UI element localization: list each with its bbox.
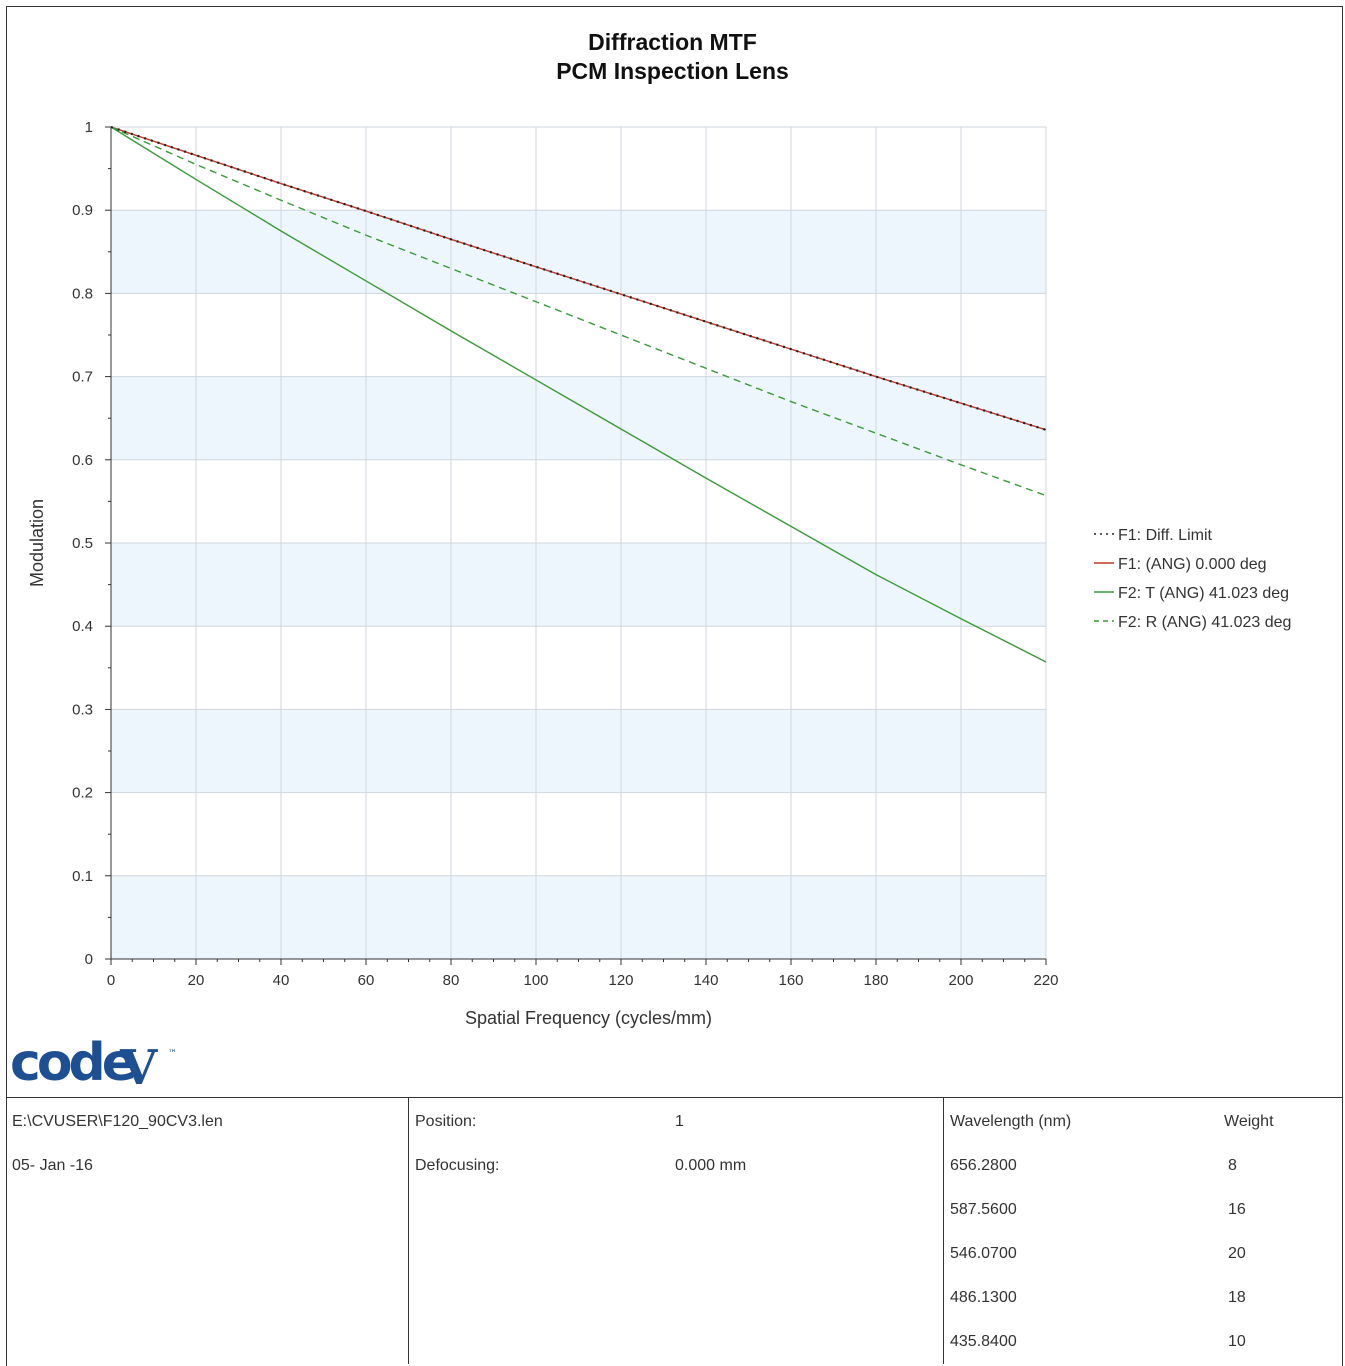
info-table: E:\CVUSER\F120_90CV3.len 05- Jan -16 Pos… (6, 1097, 1343, 1364)
weight-value: 16 (1228, 1201, 1246, 1218)
wavelength-value: 546.0700 (950, 1245, 1017, 1262)
x-tick-label: 100 (523, 972, 548, 989)
chart-title-block: Diffraction MTF PCM Inspection Lens (0, 28, 1345, 86)
wavelength-value: 656.2800 (950, 1157, 1017, 1174)
legend-label: F1: (ANG) 0.000 deg (1118, 556, 1267, 573)
plot-band (111, 875, 1046, 959)
y-tick-label: 1 (85, 119, 93, 136)
weight-header: Weight (1224, 1113, 1274, 1130)
position-label: Position: (415, 1113, 477, 1130)
weight-value: 8 (1228, 1157, 1237, 1174)
wavelength-header: Wavelength (nm) (950, 1113, 1072, 1130)
plot-band (111, 376, 1046, 460)
plot-band (111, 543, 1046, 627)
chart-title: Diffraction MTF (588, 29, 757, 55)
series-line (110, 126, 1047, 663)
series-line (110, 125, 1047, 431)
file-info-column: E:\CVUSER\F120_90CV3.len 05- Jan -16 (6, 1098, 408, 1364)
legend-label: F2: R (ANG) 41.023 deg (1118, 614, 1291, 631)
position-info-column: Position: 1 Defocusing: 0.000 mm (408, 1098, 944, 1364)
y-tick-label: 0.4 (72, 618, 93, 635)
y-tick-label: 0.7 (72, 369, 93, 386)
y-tick-label: 0.1 (72, 868, 93, 885)
report-date: 05- Jan -16 (12, 1157, 93, 1174)
defocus-label: Defocusing: (415, 1157, 500, 1174)
x-tick-label: 80 (443, 972, 460, 989)
series-line (110, 126, 1047, 497)
codev-logo: code V ™ (10, 1033, 177, 1090)
file-path: E:\CVUSER\F120_90CV3.len (12, 1113, 223, 1130)
svg-text:V: V (119, 1040, 158, 1090)
y-tick-label: 0.9 (72, 202, 93, 219)
defocus-value: 0.000 mm (675, 1157, 747, 1174)
chart-subtitle: PCM Inspection Lens (556, 58, 789, 84)
x-axis-label: Spatial Frequency (cycles/mm) (465, 1008, 712, 1028)
x-tick-label: 180 (863, 972, 888, 989)
wavelength-value: 435.8400 (950, 1333, 1017, 1350)
wavelength-value: 486.1300 (950, 1289, 1017, 1306)
weight-value: 18 (1228, 1289, 1246, 1306)
x-tick-label: 120 (608, 972, 633, 989)
mtf-chart: 0 20 40 60 80 100 120 140 160 180 200 220 0 0.1 0.2 0.3… (27, 119, 1291, 1028)
x-tick-label: 0 (107, 972, 115, 989)
position-value: 1 (675, 1113, 684, 1130)
legend-label: F2: T (ANG) 41.023 deg (1118, 585, 1289, 602)
x-tick-label: 220 (1033, 972, 1058, 989)
x-tick-label: 60 (358, 972, 375, 989)
y-tick-label: 0 (85, 951, 93, 968)
x-tick-label: 200 (948, 972, 973, 989)
svg-text:code: code (10, 1033, 135, 1090)
x-tick-label: 40 (273, 972, 290, 989)
wavelength-value: 587.5600 (950, 1201, 1017, 1218)
y-axis-label: Modulation (27, 499, 47, 587)
weight-value: 20 (1228, 1245, 1246, 1262)
x-tick-label: 140 (693, 972, 718, 989)
report-frame (6, 6, 1343, 1366)
weight-value: 10 (1228, 1333, 1246, 1350)
svg-text:™: ™ (168, 1049, 177, 1059)
x-tick-label: 20 (188, 972, 205, 989)
y-tick-label: 0.3 (72, 701, 93, 718)
y-tick-label: 0.2 (72, 785, 93, 802)
y-tick-label: 0.6 (72, 452, 93, 469)
y-tick-label: 0.8 (72, 285, 93, 302)
plot-band (111, 709, 1046, 793)
y-tick-label: 0.5 (72, 535, 93, 552)
wavelength-column: Wavelength (nm) Weight 656.2800 8 587.56… (943, 1098, 1344, 1364)
legend-label: F1: Diff. Limit (1118, 527, 1213, 544)
x-tick-label: 160 (778, 972, 803, 989)
